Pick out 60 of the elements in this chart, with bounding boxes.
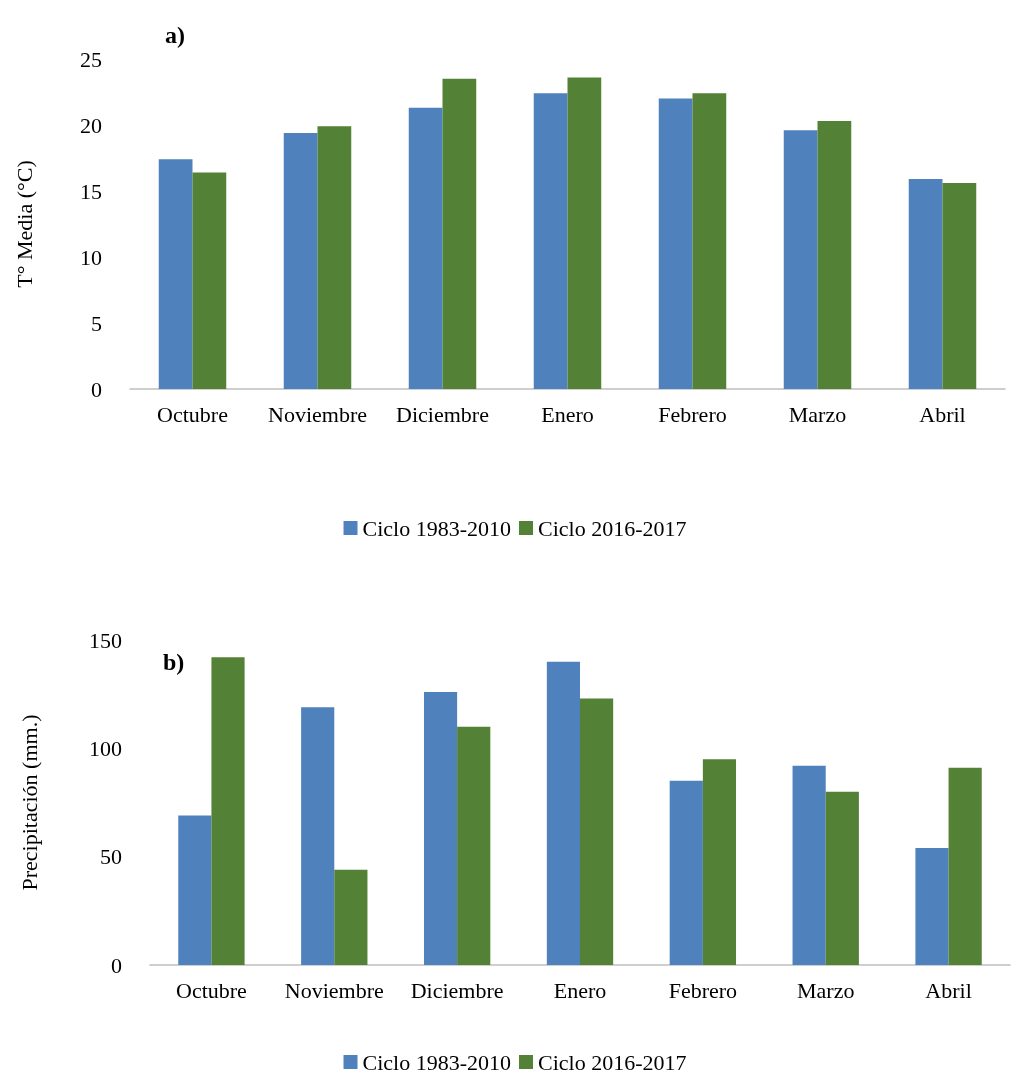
bar <box>908 179 943 389</box>
bar <box>792 765 826 965</box>
bar <box>533 93 568 389</box>
x-tick-label: Febrero <box>658 401 727 427</box>
bar <box>334 869 368 965</box>
bar <box>211 657 245 965</box>
x-tick-label: Enero <box>541 401 594 427</box>
bar <box>702 759 737 965</box>
bar <box>192 172 227 389</box>
bar <box>915 848 949 965</box>
bar <box>783 130 818 389</box>
bar <box>178 815 212 965</box>
bar <box>669 780 703 965</box>
bar <box>567 77 602 389</box>
bar <box>942 183 977 389</box>
x-tick-label: Enero <box>553 977 607 1003</box>
bar <box>580 698 614 965</box>
legend-label: Ciclo 2016-2017 <box>538 515 687 541</box>
bar <box>442 78 477 389</box>
bar <box>546 661 580 965</box>
y-tick-label: 50 <box>100 844 122 870</box>
x-tick-label: Noviembre <box>268 401 367 427</box>
chart-title: b) <box>163 649 185 675</box>
bar <box>948 767 982 965</box>
x-tick-label: Octubre <box>157 401 228 427</box>
bar <box>457 726 491 965</box>
bar <box>283 132 318 389</box>
bar <box>825 791 859 965</box>
legend-label: Ciclo 1983-2010 <box>362 1049 512 1075</box>
x-tick-label: Octubre <box>176 977 247 1003</box>
bar <box>658 98 693 389</box>
bar <box>423 692 458 965</box>
chart-title: a) <box>165 22 185 48</box>
bar <box>408 107 443 389</box>
x-tick-label: Marzo <box>788 401 847 427</box>
bar <box>158 159 193 389</box>
legend-label: Ciclo 2016-2017 <box>538 1049 687 1075</box>
x-tick-label: Diciembre <box>396 401 489 427</box>
x-tick-label: Marzo <box>797 977 855 1003</box>
x-tick-label: Abril <box>925 977 972 1003</box>
y-tick-label: 20 <box>80 112 102 138</box>
x-tick-label: Noviembre <box>284 977 384 1003</box>
bar <box>817 121 852 389</box>
y-tick-label: 100 <box>89 735 122 761</box>
y-tick-label: 15 <box>80 178 102 204</box>
y-axis-title: T° Media (°C) <box>11 160 37 288</box>
y-tick-label: 0 <box>111 952 122 978</box>
x-tick-label: Abril <box>919 401 966 427</box>
bar <box>301 707 335 965</box>
y-tick-label: 5 <box>91 310 102 336</box>
legend-label: Ciclo 1983-2010 <box>362 515 512 541</box>
y-tick-label: 10 <box>80 244 102 270</box>
x-tick-label: Diciembre <box>410 977 504 1003</box>
y-tick-label: 0 <box>91 376 102 402</box>
y-tick-label: 150 <box>89 627 122 653</box>
y-axis-title: Precipitación (mm.) <box>16 714 42 891</box>
x-tick-label: Febrero <box>668 977 738 1003</box>
bar <box>692 93 727 389</box>
bar <box>317 126 352 389</box>
y-tick-label: 25 <box>80 46 102 72</box>
